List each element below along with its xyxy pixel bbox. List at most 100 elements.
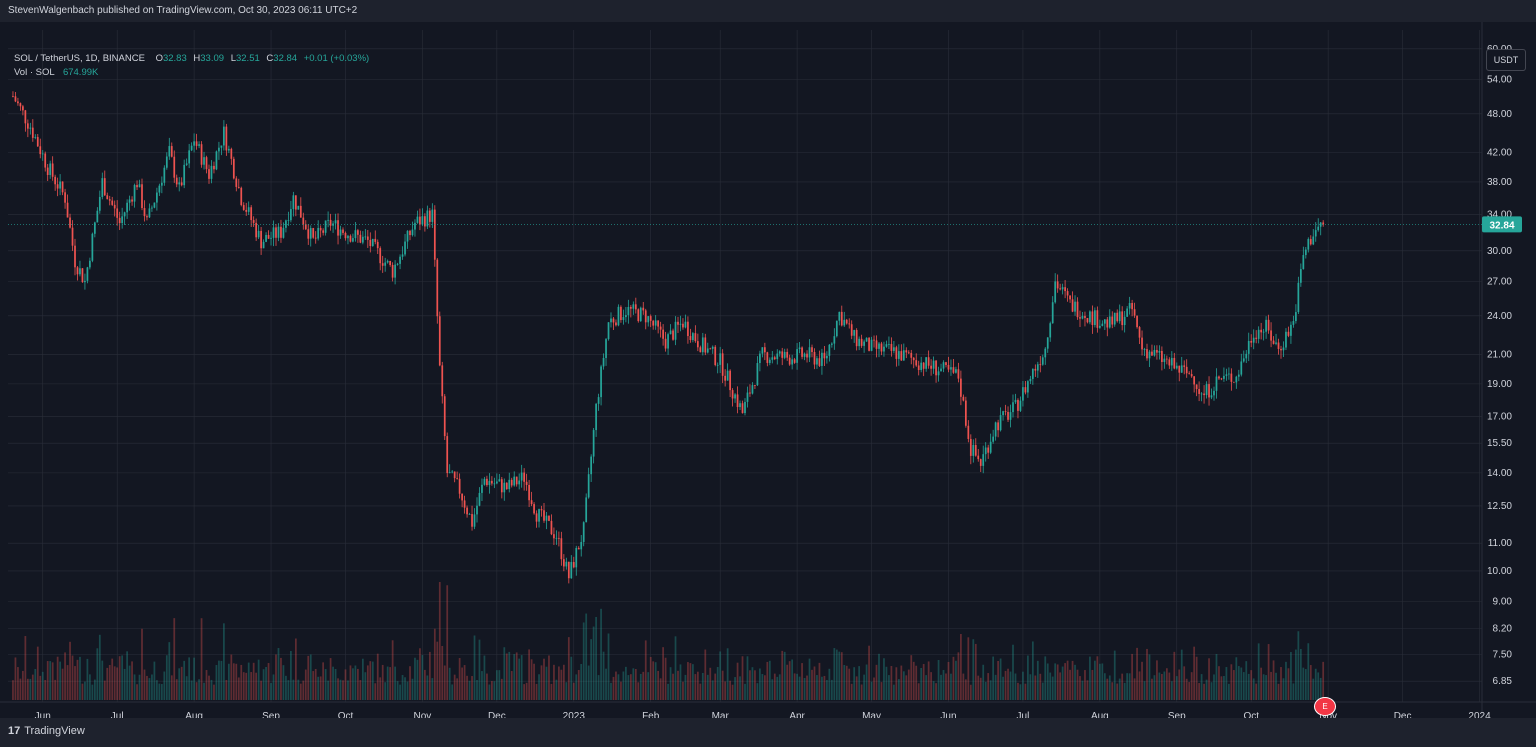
volume-bar xyxy=(1193,646,1196,700)
volume-bar xyxy=(833,648,836,700)
candle-body xyxy=(1180,365,1183,373)
candle-body xyxy=(1287,331,1290,336)
volume-bar xyxy=(811,669,813,700)
candle-body xyxy=(317,227,320,239)
earnings-flag-icon[interactable]: E xyxy=(1314,697,1336,716)
candle-body xyxy=(168,146,171,157)
time-tick-label: Jun xyxy=(940,711,956,718)
candle-body xyxy=(1108,316,1111,328)
candle-body xyxy=(1141,337,1143,350)
volume-bar xyxy=(1280,667,1282,700)
candle-body xyxy=(136,185,138,188)
volume-bar xyxy=(746,656,749,700)
candle-body xyxy=(878,343,880,349)
candle-body xyxy=(1113,312,1116,325)
candle-body xyxy=(763,347,766,353)
volume-bar xyxy=(801,663,803,700)
volume-bar xyxy=(175,679,178,700)
currency-button[interactable]: USDT xyxy=(1486,49,1526,71)
volume-bar xyxy=(312,671,315,700)
candle-body xyxy=(726,370,729,381)
candle-body xyxy=(1051,302,1054,324)
tradingview-logo[interactable]: 17 TradingView xyxy=(8,725,85,737)
volume-bar xyxy=(540,665,543,700)
candle-body xyxy=(379,248,382,264)
candle-body xyxy=(664,338,667,349)
volume-bar xyxy=(210,679,213,700)
candle-body xyxy=(721,353,724,376)
price-tick-label: 54.00 xyxy=(1487,75,1512,86)
volume-bar xyxy=(974,643,977,700)
volume-bar xyxy=(868,645,870,700)
candle-body xyxy=(711,346,714,349)
candle-body xyxy=(491,480,493,484)
candle-body xyxy=(530,500,533,505)
candle-body xyxy=(143,208,146,217)
volume-bar xyxy=(577,669,580,700)
volume-bar xyxy=(1250,670,1253,700)
candle-body xyxy=(1098,325,1101,328)
candle-body xyxy=(759,353,761,364)
volume-bar xyxy=(1153,675,1156,700)
time-tick-label: Dec xyxy=(488,711,506,718)
volume-bar xyxy=(257,659,260,700)
candle-body xyxy=(416,216,419,223)
candle-body xyxy=(932,360,935,369)
volume-bar xyxy=(520,655,523,700)
volume-bar xyxy=(493,681,496,700)
candlestick-chart[interactable]: 60.0054.0048.0042.0038.0034.0030.0027.00… xyxy=(0,22,1536,718)
candle-body xyxy=(540,509,543,511)
volume-bar xyxy=(1163,671,1166,700)
candle-body xyxy=(339,229,342,236)
volume-bar xyxy=(1158,672,1161,700)
candle-body xyxy=(907,352,910,354)
volume-bar xyxy=(483,655,486,700)
candle-body xyxy=(1143,349,1146,350)
volume-bar xyxy=(1317,672,1320,700)
candle-body xyxy=(776,353,779,360)
volume-bar xyxy=(1195,656,1198,700)
candle-body xyxy=(587,474,590,498)
candle-body xyxy=(716,364,719,366)
candle-body xyxy=(1022,387,1024,401)
candle-body xyxy=(895,347,898,359)
candle-body xyxy=(905,350,908,353)
candle-body xyxy=(285,220,287,228)
volume-bar xyxy=(451,684,454,700)
candle-body xyxy=(860,338,863,346)
volume-bar xyxy=(962,673,965,700)
candle-body xyxy=(667,334,669,349)
volume-bar xyxy=(1200,674,1203,700)
volume-bar xyxy=(446,585,449,700)
candle-body xyxy=(247,207,250,212)
volume-bar xyxy=(771,679,774,700)
volume-bar xyxy=(131,661,133,700)
candle-body xyxy=(761,347,764,354)
candle-body xyxy=(282,227,285,238)
candle-body xyxy=(89,260,91,268)
volume-bar xyxy=(1027,655,1029,700)
candle-body xyxy=(739,403,741,408)
legend-symbol: SOL / TetherUS, 1D, BINANCE xyxy=(14,53,145,64)
candle-body xyxy=(1089,311,1091,323)
volume-bar xyxy=(478,639,481,700)
candle-body xyxy=(433,209,436,260)
volume-bar xyxy=(352,668,354,700)
volume-bar xyxy=(1007,668,1009,700)
volume-bar xyxy=(232,663,235,700)
volume-bar xyxy=(399,684,401,700)
chart-frame[interactable]: 60.0054.0048.0042.0038.0034.0030.0027.00… xyxy=(0,22,1536,718)
volume-bar xyxy=(237,677,240,700)
price-tick-label: 11.00 xyxy=(1488,538,1513,549)
candle-body xyxy=(600,366,602,398)
candle-body xyxy=(59,181,61,189)
candle-body xyxy=(830,343,833,345)
candle-body xyxy=(121,216,124,224)
volume-bar xyxy=(205,670,208,700)
price-tick-label: 12.50 xyxy=(1487,501,1512,512)
candle-body xyxy=(1148,351,1151,359)
candle-body xyxy=(203,157,205,165)
volume-bar xyxy=(84,681,86,700)
volume-bar xyxy=(294,638,297,700)
volume-bar xyxy=(101,660,104,700)
